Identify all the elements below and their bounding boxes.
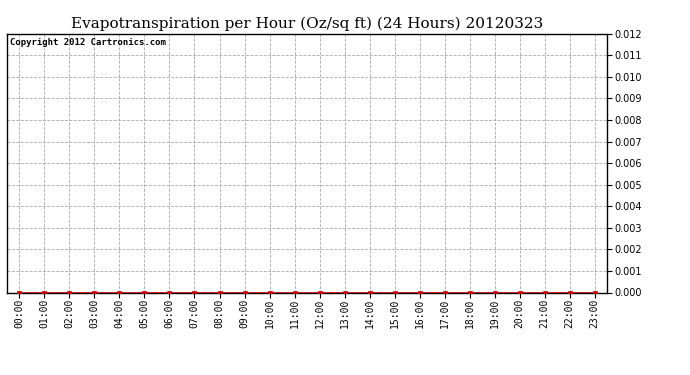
Text: Copyright 2012 Cartronics.com: Copyright 2012 Cartronics.com xyxy=(10,38,166,46)
Title: Evapotranspiration per Hour (Oz/sq ft) (24 Hours) 20120323: Evapotranspiration per Hour (Oz/sq ft) (… xyxy=(71,17,543,31)
